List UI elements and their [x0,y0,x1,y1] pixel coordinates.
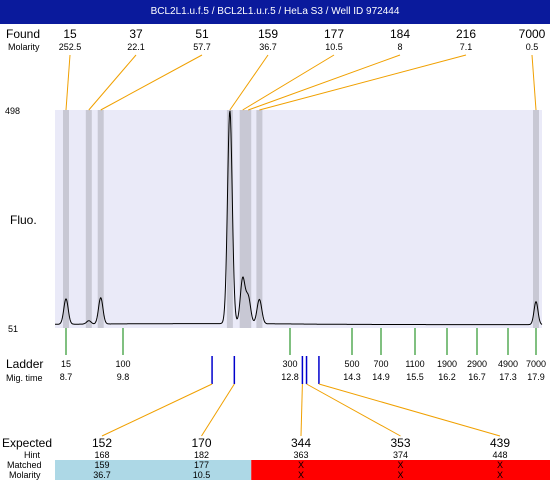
expected-connector [318,383,501,437]
ladder-time-label: 15.5 [406,372,424,382]
found-size-label: 159 [258,27,278,41]
found-molarity-label: 7.1 [460,42,473,52]
y-min-label: 51 [8,324,18,334]
ladder-size-label: 500 [344,359,359,369]
expected-header: Expected [2,436,52,450]
found-band [533,110,539,328]
matched-ok-band [55,460,252,480]
matched-missing-band [251,460,550,480]
found-band [256,110,263,328]
matched-label: 177 [194,460,209,470]
ladder-size-label: 1900 [437,359,457,369]
expected-connector [201,383,235,437]
found-molarity-label: 252.5 [59,42,82,52]
found-connector [248,54,401,111]
ladder-time-label: 14.9 [372,372,390,382]
chart-title: BCL2L1.u.f.5 / BCL2L1.u.r.5 / HeLa S3 / … [0,0,550,24]
bottom-molarity-header: Molarity [9,470,41,480]
found-band [97,110,104,328]
found-band [85,110,92,328]
matched-molarity-label: 36.7 [93,470,111,480]
found-band [245,110,252,328]
ladder-size-label: 7000 [526,359,546,369]
ladder-time-label: 12.8 [281,372,299,382]
ladder-time-label: 17.3 [499,372,517,382]
fluo-axis-label: Fluo. [10,213,37,227]
hint-header: Hint [24,450,41,460]
matched-molarity-label: X [298,470,304,480]
found-size-label: 15 [63,27,77,41]
hint-label: 182 [194,450,209,460]
found-band [226,110,233,328]
found-molarity-label: 36.7 [259,42,277,52]
matched-label: X [497,460,503,470]
expected-size-label: 439 [490,436,510,450]
expected-size-label: 170 [191,436,211,450]
found-molarity-label: 57.7 [193,42,211,52]
expected-connector [306,383,401,437]
found-band [63,110,69,328]
found-band [239,110,246,328]
matched-label: 159 [94,460,109,470]
matched-molarity-label: 10.5 [193,470,211,480]
found-connector [65,54,71,111]
found-molarity-label: 22.1 [127,42,145,52]
found-connector [100,54,203,111]
found-connector [531,54,537,111]
ladder-time-label: 8.7 [60,372,73,382]
y-max-label: 498 [5,106,20,116]
found-size-label: 7000 [519,27,546,41]
ladder-size-label: 4900 [498,359,518,369]
ladder-header: Ladder [6,357,43,371]
expected-size-label: 344 [291,436,311,450]
found-connector [88,54,137,111]
expected-size-label: 353 [390,436,410,450]
fluorescence-trace [55,110,543,326]
ladder-time-label: 14.3 [343,372,361,382]
found-header: Found [6,27,40,41]
expected-size-label: 152 [92,436,112,450]
expected-connector [101,383,213,437]
molarity-header: Molarity [8,42,40,52]
expected-connector [300,383,303,437]
matched-label: X [397,460,403,470]
ladder-size-label: 2900 [467,359,487,369]
ladder-time-label: 9.8 [117,372,130,382]
hint-label: 374 [393,450,408,460]
found-molarity-label: 10.5 [325,42,343,52]
ladder-time-label: 16.2 [438,372,456,382]
ladder-size-label: 1100 [405,359,424,369]
found-size-label: 184 [390,27,410,41]
ladder-size-label: 100 [115,359,130,369]
found-connector [242,54,335,111]
ladder-time-label: 16.7 [468,372,486,382]
matched-header: Matched [7,460,42,470]
matched-molarity-label: X [397,470,403,480]
found-size-label: 37 [129,27,143,41]
ladder-time-label: 17.9 [527,372,545,382]
hint-label: 448 [492,450,507,460]
hint-label: 363 [293,450,308,460]
ladder-size-label: 300 [282,359,297,369]
matched-molarity-label: X [497,470,503,480]
matched-label: X [298,460,304,470]
mig-time-header: Mig. time [6,373,43,383]
found-connector [229,54,269,111]
found-size-label: 51 [195,27,209,41]
hint-label: 168 [94,450,109,460]
found-size-label: 216 [456,27,476,41]
ladder-size-label: 15 [61,359,71,369]
found-size-label: 177 [324,27,344,41]
ladder-size-label: 700 [373,359,388,369]
found-connector [259,54,467,111]
found-molarity-label: 8 [397,42,402,52]
found-molarity-label: 0.5 [526,42,539,52]
plot-background [55,110,542,328]
